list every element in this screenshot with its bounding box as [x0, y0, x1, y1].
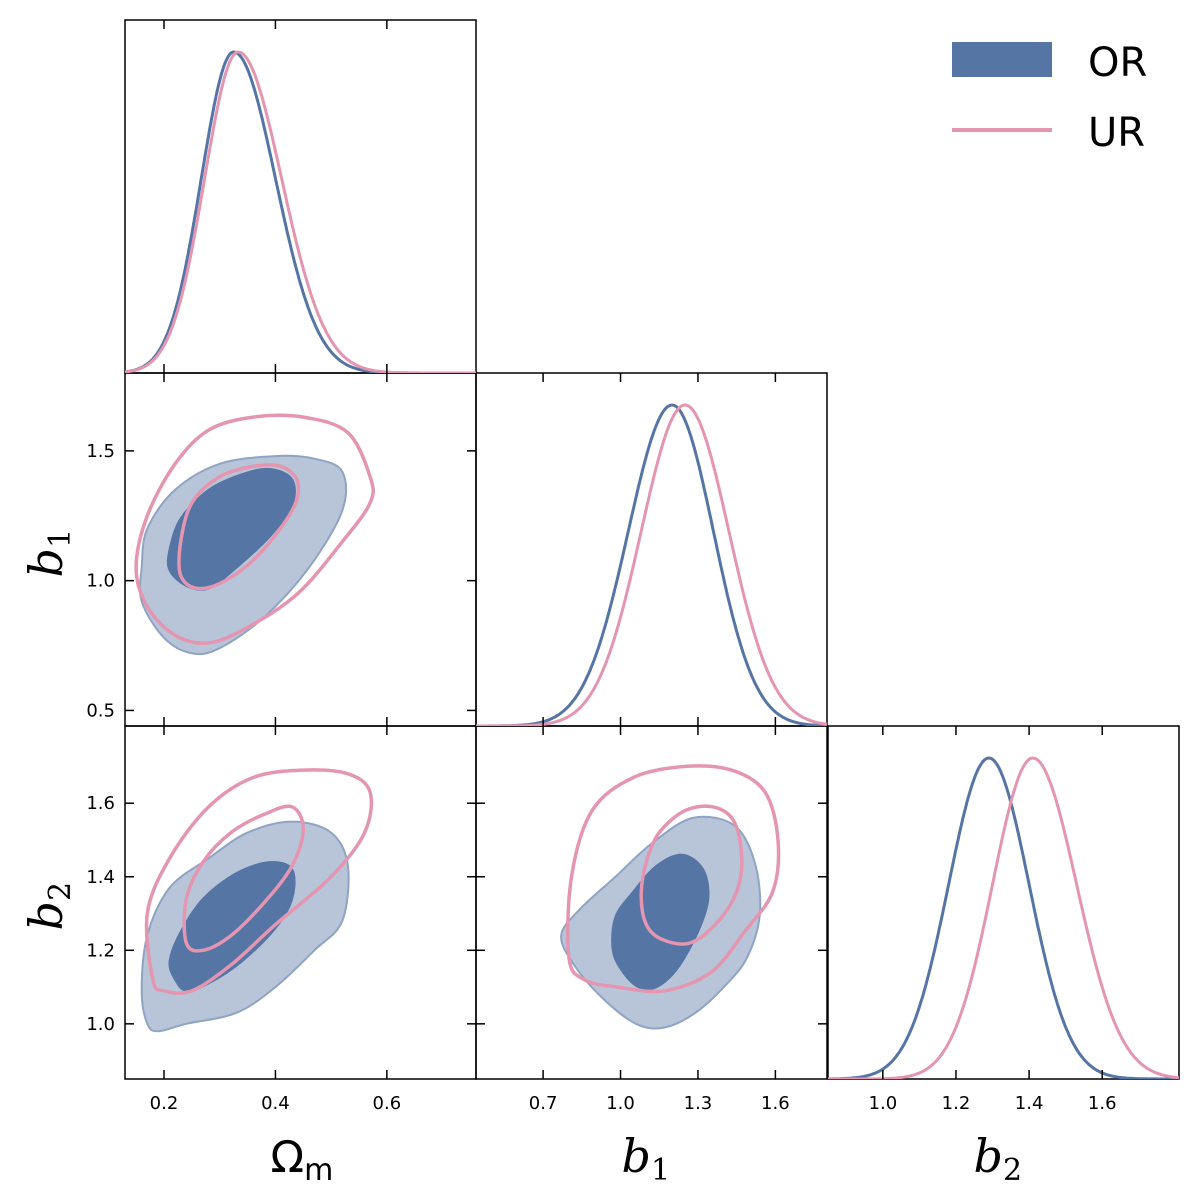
contour-ur-95-Omega_m-b2	[144, 768, 374, 995]
panels-layer	[124, 19, 1180, 1080]
legend: OR UR	[952, 40, 1147, 156]
legend-label-ur: UR	[1088, 110, 1145, 156]
y-axis-title-b1: b1	[19, 529, 78, 578]
y-tick-label-b1: 0.5	[86, 700, 115, 721]
contour-ur-68-b1-b2	[639, 804, 744, 946]
x-tick-label-b2: 1.0	[869, 1093, 898, 1114]
x-axis-title-b2: b2	[974, 1129, 1023, 1188]
axis-title-sub: 2	[1003, 1153, 1022, 1188]
contour-panel-b1-b2	[560, 764, 781, 1030]
x-tick-label-b2: 1.6	[1088, 1093, 1117, 1114]
y-tick-label-b2: 1.2	[86, 940, 115, 961]
panel-frame-1-1	[475, 372, 828, 727]
contour-or-68-b1-b2	[611, 853, 710, 991]
x-tick-label-Omega_m: 0.4	[261, 1093, 290, 1114]
marginal-curve-b2-or	[828, 756, 1179, 1079]
x-axis-title-b1: b1	[622, 1129, 671, 1188]
marginal-curve-Omega_m-ur	[125, 50, 476, 373]
axis-title-main: b	[622, 1129, 651, 1183]
x-tick-label-b2: 1.4	[1015, 1093, 1044, 1114]
x-tick-label-b1: 1.3	[684, 1093, 713, 1114]
x-tick-label-b2: 1.2	[942, 1093, 971, 1114]
legend-label-or: OR	[1088, 40, 1147, 86]
marginal-curve-b1-ur	[476, 403, 827, 726]
axis-title-sub: 1	[651, 1153, 670, 1188]
axis-title-main: b	[19, 901, 73, 930]
panel-frame-0-0	[124, 19, 477, 374]
axis-title-sub: m	[304, 1153, 333, 1188]
contour-ur-95-Omega_m-b1	[134, 413, 376, 645]
panel-frame-2-2	[827, 725, 1180, 1080]
panel-frame-2-1	[475, 725, 828, 1080]
x-tick-label-Omega_m: 0.2	[150, 1093, 179, 1114]
x-tick-label-Omega_m: 0.6	[373, 1093, 402, 1114]
y-tick-label-b2: 1.0	[86, 1014, 115, 1035]
y-tick-label-b2: 1.6	[86, 793, 115, 814]
contour-panel-Omega_m-b2	[140, 768, 374, 1033]
axis-title-sub: 1	[43, 529, 78, 548]
axis-title-main: Ω	[271, 1132, 305, 1183]
marginal-curve-b2-ur	[828, 756, 1179, 1079]
labels-layer: 0.2 0.4 0.6 0.7 1.0 1.3 1.6 1.0 1.2 1.4 1.6 0.5 1.0 1…	[19, 441, 1117, 1188]
marginal-Omega_m	[125, 50, 476, 373]
x-tick-label-b1: 1.0	[606, 1093, 635, 1114]
x-tick-label-b1: 1.6	[761, 1093, 790, 1114]
axis-title-sub: 2	[43, 882, 78, 901]
contour-panel-Omega_m-b1	[134, 413, 376, 656]
marginal-curve-Omega_m-or	[125, 50, 476, 373]
marginal-b1	[476, 403, 827, 726]
legend-swatch-or	[952, 42, 1052, 77]
marginal-b2	[828, 756, 1179, 1079]
x-axis-title-Omega_m: Ωm	[271, 1132, 334, 1188]
y-tick-label-b1: 1.0	[86, 571, 115, 592]
x-tick-label-b1: 0.7	[529, 1093, 558, 1114]
contour-ur-68-Omega_m-b1	[177, 463, 301, 591]
axis-title-main: b	[19, 548, 73, 577]
contour-ur-68-Omega_m-b2	[182, 804, 306, 953]
y-tick-label-b1: 1.5	[86, 441, 115, 462]
contour-ur-95-b1-b2	[566, 764, 781, 994]
marginal-curve-b1-or	[476, 403, 827, 726]
axis-title-main: b	[974, 1129, 1003, 1183]
y-tick-label-b2: 1.4	[86, 867, 115, 888]
y-axis-title-b2: b2	[19, 882, 78, 931]
